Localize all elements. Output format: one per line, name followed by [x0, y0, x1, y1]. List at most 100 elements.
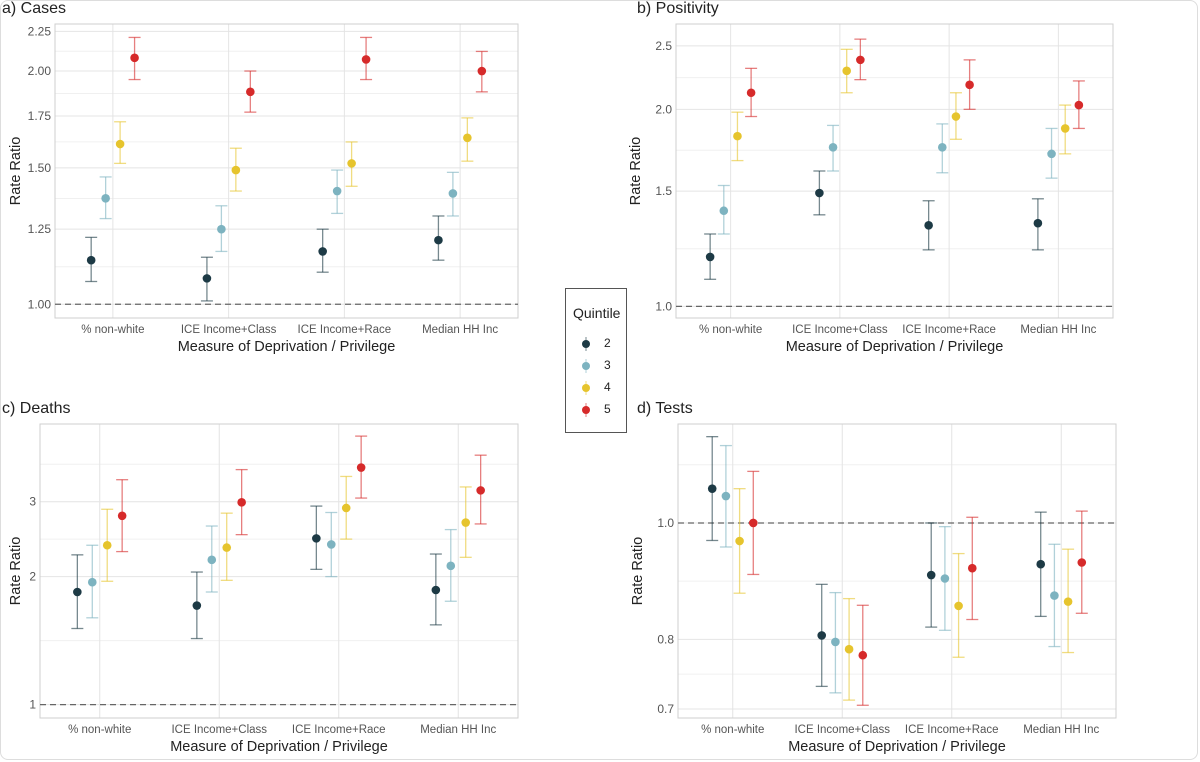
- y-tick-label: 1.0: [655, 299, 672, 313]
- x-tick-label: % non-white: [701, 724, 764, 736]
- legend-key-icon: [582, 337, 590, 351]
- y-axis-title: Rate Ratio: [630, 537, 646, 606]
- x-tick-label: ICE Income+Class: [792, 324, 888, 336]
- x-tick-label: ICE Income+Race: [905, 724, 999, 736]
- data-point-q4: [844, 644, 854, 654]
- data-point-q3: [937, 142, 947, 152]
- plot-border: [675, 23, 1114, 319]
- legend-label: 2: [604, 336, 611, 350]
- x-tick-label: ICE Income+Race: [902, 324, 996, 336]
- y-axis-title: Rate Ratio: [8, 537, 24, 606]
- data-point-q2: [73, 587, 82, 597]
- data-point-q4: [102, 540, 112, 550]
- legend-key-icon: [582, 381, 590, 395]
- x-tick-label: % non-white: [699, 324, 762, 336]
- data-point-q5: [477, 66, 487, 76]
- y-tick-label: 1.25: [28, 222, 52, 236]
- data-point-q2: [318, 247, 327, 256]
- x-axis-title: Measure of Deprivation / Privilege: [178, 339, 396, 355]
- x-tick-label: Median HH Inc: [1020, 324, 1096, 336]
- y-tick-label: 2: [29, 570, 36, 584]
- y-tick-label: 1.50: [28, 161, 52, 175]
- y-tick-label: 1.00: [28, 297, 52, 311]
- panel-title: b) Positivity: [637, 0, 719, 17]
- data-point-q5: [237, 498, 246, 507]
- data-point-q5: [1074, 100, 1084, 110]
- data-point-q3: [207, 555, 217, 565]
- x-tick-label: ICE Income+Class: [181, 324, 277, 336]
- x-tick-label: ICE Income+Race: [292, 724, 386, 736]
- data-point-q3: [101, 194, 110, 203]
- data-point-q3: [448, 189, 458, 198]
- data-point-q5: [117, 511, 127, 521]
- y-tick-label: 2.00: [28, 64, 52, 78]
- y-tick-label: 2.25: [28, 24, 52, 38]
- data-point-q2: [86, 255, 96, 265]
- data-point-q3: [719, 206, 729, 216]
- data-point-q4: [231, 165, 241, 175]
- y-tick-label: 0.8: [657, 632, 674, 646]
- data-point-q4: [1060, 124, 1070, 133]
- legend-key-icon: [582, 359, 590, 373]
- legend: Quintile 2 3 4 5: [565, 288, 627, 433]
- y-tick-label: 1: [29, 698, 36, 712]
- data-point-q2: [707, 484, 717, 493]
- y-tick-label: 3: [29, 495, 36, 509]
- data-point-q4: [1063, 597, 1073, 606]
- data-point-q3: [326, 540, 336, 549]
- y-tick-label: 2.0: [655, 102, 672, 116]
- data-point-q4: [222, 543, 232, 552]
- y-tick-label: 2.5: [655, 39, 672, 53]
- data-point-q5: [858, 650, 868, 660]
- data-point-q2: [1033, 218, 1043, 228]
- data-point-q5: [965, 80, 974, 90]
- plot-border: [677, 423, 1117, 719]
- panel-title: d) Tests: [637, 400, 693, 417]
- x-tick-label: Median HH Inc: [420, 724, 496, 736]
- data-point-q3: [721, 491, 731, 501]
- data-point-q2: [817, 631, 827, 640]
- data-point-q5: [476, 486, 485, 495]
- legend-label: 3: [604, 358, 611, 372]
- data-point-q2: [192, 601, 202, 610]
- data-point-q5: [130, 53, 139, 63]
- data-point-q3: [1047, 149, 1056, 159]
- data-point-q4: [341, 503, 351, 513]
- data-point-q4: [463, 133, 472, 143]
- panel-4: 0.7 0.8 1.0 % non-white ICE Income+Class ICE …: [630, 400, 1117, 755]
- data-point-q2: [926, 570, 936, 580]
- panel-1: 1.00 1.25 1.50 1.75 2.00 2.25 % non-white ICE I…: [2, 0, 519, 355]
- data-point-q5: [856, 55, 865, 65]
- data-point-q3: [446, 561, 456, 571]
- data-point-q5: [361, 55, 371, 64]
- data-point-q3: [831, 637, 840, 647]
- data-point-q2: [312, 534, 321, 543]
- data-point-q2: [924, 221, 933, 230]
- x-tick-label: ICE Income+Race: [298, 324, 392, 336]
- x-tick-label: ICE Income+Class: [794, 724, 890, 736]
- data-point-q2: [705, 252, 715, 262]
- data-point-q4: [951, 112, 961, 121]
- data-point-q4: [954, 601, 963, 611]
- data-point-q3: [87, 577, 97, 587]
- legend-label: 5: [604, 402, 611, 416]
- x-tick-label: % non-white: [68, 724, 131, 736]
- data-point-q2: [202, 274, 212, 283]
- data-point-q4: [735, 536, 744, 546]
- panel-3: 1 2 3 % non-white ICE Income+Class ICE Income…: [2, 400, 519, 755]
- data-point-q3: [217, 224, 226, 234]
- data-point-q5: [748, 518, 758, 528]
- x-tick-label: Median HH Inc: [1023, 724, 1099, 736]
- data-point-q2: [431, 585, 441, 595]
- y-axis-title: Rate Ratio: [8, 137, 24, 206]
- data-point-q3: [1050, 591, 1059, 600]
- legend-label: 4: [604, 380, 611, 394]
- legend-title: Quintile: [573, 305, 621, 321]
- data-point-q5: [746, 88, 756, 98]
- x-axis-title: Measure of Deprivation / Privilege: [788, 739, 1006, 755]
- data-point-q2: [434, 235, 443, 245]
- y-tick-label: 1.0: [657, 516, 674, 530]
- data-point-q3: [332, 186, 342, 196]
